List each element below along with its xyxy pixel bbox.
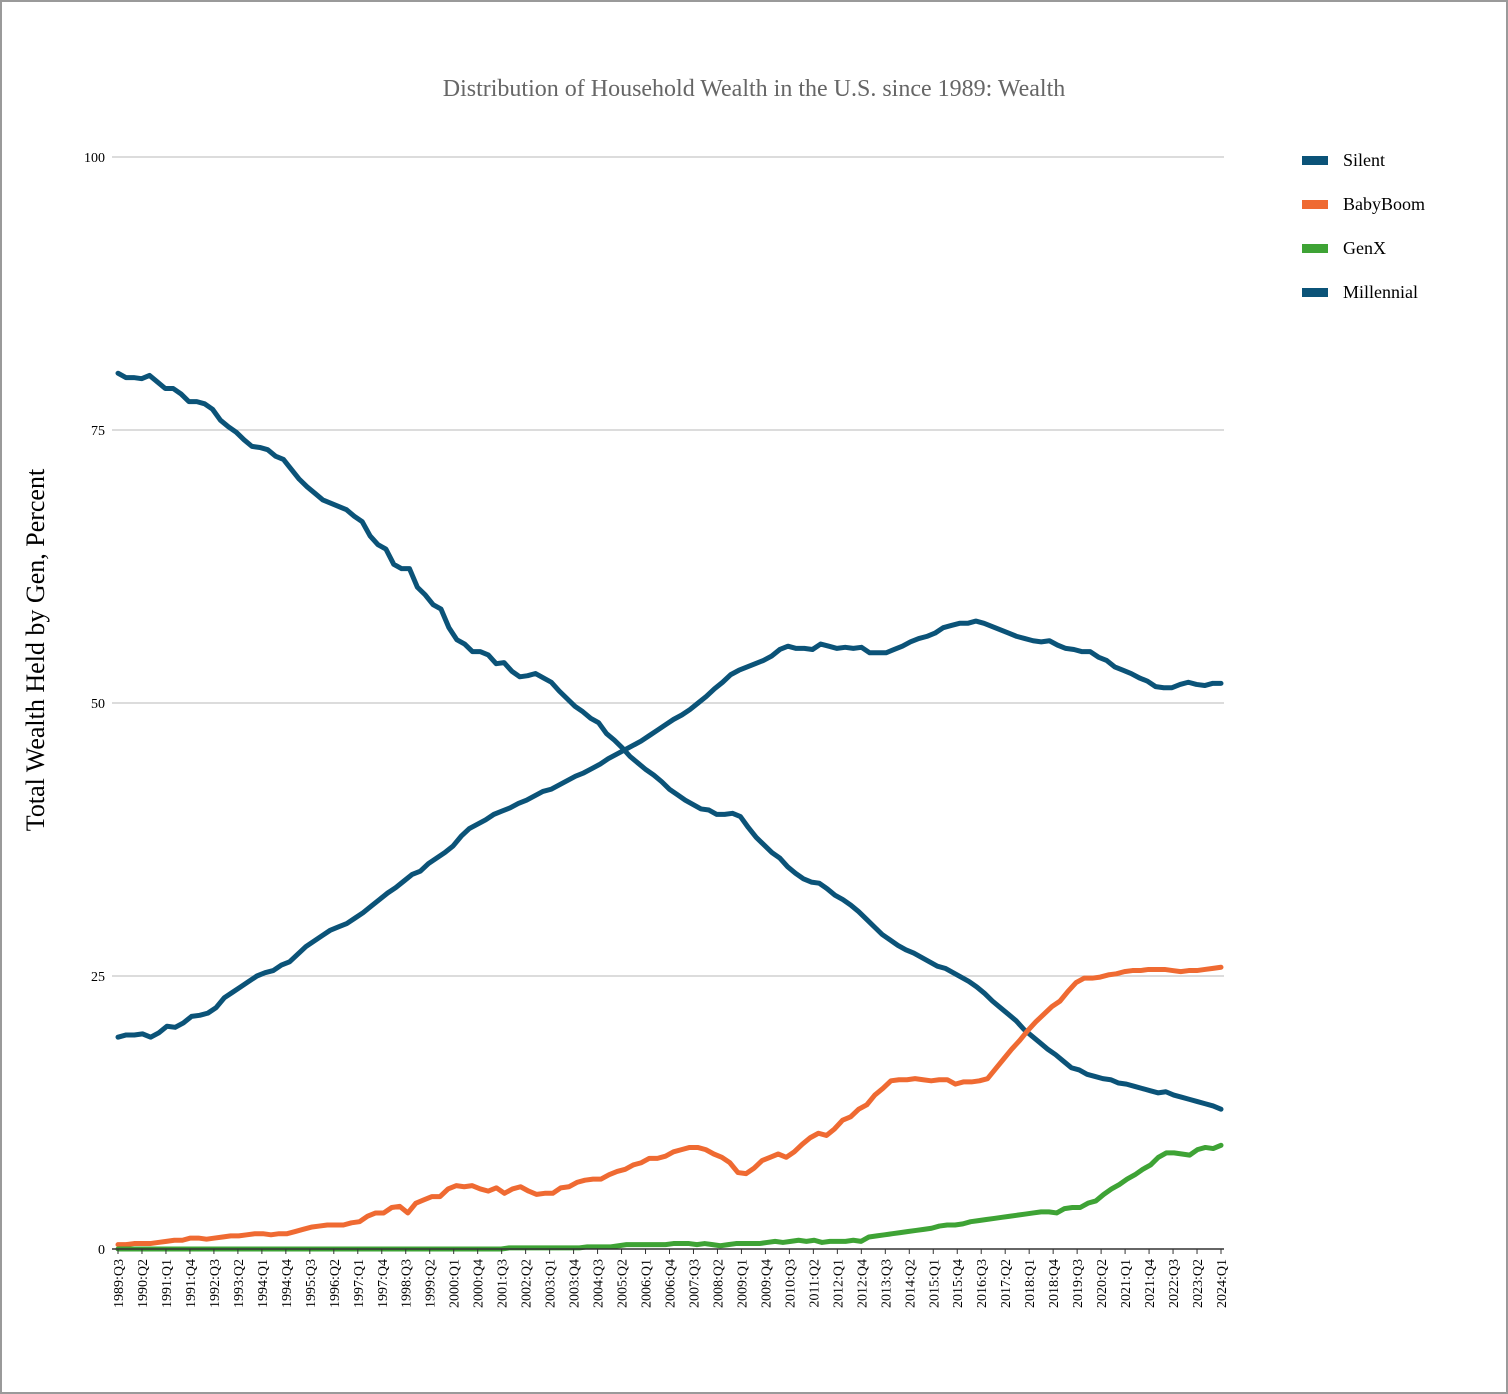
x-tick-label: 1994:Q4 (280, 1259, 295, 1308)
x-tick-label: 2006:Q4 (664, 1259, 679, 1308)
legend-swatch-millennial (1302, 288, 1328, 297)
legend-label-genx: GenX (1343, 238, 1386, 258)
x-tick-label: 1989:Q3 (112, 1259, 127, 1308)
y-tick-label: 25 (91, 970, 105, 985)
x-tick-label: 2000:Q4 (472, 1259, 487, 1308)
x-tick-label: 1999:Q2 (424, 1259, 439, 1308)
legend-swatch-genx (1302, 244, 1328, 253)
y-tick-label: 50 (91, 697, 105, 712)
x-tick-label: 1996:Q2 (328, 1259, 343, 1308)
series-line-babyboom (115, 964, 1224, 1248)
x-tick-label: 2000:Q1 (448, 1259, 463, 1308)
x-tick-label: 2018:Q1 (1023, 1259, 1038, 1308)
x-tick-label: 1993:Q2 (232, 1259, 247, 1308)
y-axis-ticks: 0 25 50 75 100 (84, 151, 105, 1258)
x-tick-label: 2003:Q4 (568, 1259, 583, 1308)
x-tick-label: 2007:Q3 (687, 1259, 702, 1308)
x-tick-label: 2016:Q3 (975, 1259, 990, 1308)
x-tick-label: 2014:Q2 (903, 1259, 918, 1308)
x-tick-label: 2002:Q2 (520, 1259, 535, 1308)
x-tick-label: 2009:Q1 (735, 1259, 750, 1308)
legend: Silent BabyBoom GenX Millennial (1302, 150, 1425, 302)
x-tick-label: 2012:Q1 (831, 1259, 846, 1308)
x-tick-label: 2006:Q1 (640, 1259, 655, 1308)
x-tick-label: 1997:Q1 (352, 1259, 367, 1308)
legend-swatch-babyboom (1302, 200, 1328, 209)
x-tick-label: 2021:Q1 (1119, 1259, 1134, 1308)
x-tick-label: 2004:Q3 (592, 1259, 607, 1308)
x-tick-label: 2023:Q2 (1191, 1259, 1206, 1308)
x-tick-label: 2012:Q4 (855, 1259, 870, 1308)
legend-label-millennial: Millennial (1343, 282, 1418, 302)
x-tick-label: 2015:Q4 (951, 1259, 966, 1308)
x-tick-label: 2015:Q1 (927, 1259, 942, 1308)
series-line-millennial (115, 618, 1224, 1040)
y-axis-label: Total Wealth Held by Gen, Percent (21, 468, 50, 831)
series-lines (115, 370, 1224, 1252)
y-tick-label: 0 (98, 1243, 105, 1258)
x-tick-label: 2017:Q2 (999, 1259, 1014, 1308)
x-tick-label: 1991:Q4 (184, 1259, 199, 1308)
chart-title: Distribution of Household Wealth in the … (443, 76, 1066, 102)
x-tick-label: 1992:Q3 (208, 1259, 223, 1308)
x-tick-label: 2021:Q4 (1143, 1259, 1158, 1308)
series-line-silent (115, 370, 1224, 1112)
x-tick-label: 2022:Q3 (1167, 1259, 1182, 1308)
x-tick-label: 2003:Q1 (544, 1259, 559, 1308)
x-tick-label: 2001:Q3 (496, 1259, 511, 1308)
grid-lines (112, 156, 1224, 977)
x-tick-label: 1991:Q1 (160, 1259, 175, 1308)
x-tick-label: 2018:Q4 (1047, 1259, 1062, 1308)
x-tick-label: 2024:Q1 (1215, 1259, 1230, 1308)
x-tick-label: 2011:Q2 (807, 1259, 822, 1307)
x-tick-label: 1997:Q4 (376, 1259, 391, 1308)
x-tick-label: 1990:Q2 (136, 1259, 151, 1308)
legend-label-silent: Silent (1343, 150, 1385, 170)
x-tick-label: 2009:Q4 (759, 1259, 774, 1308)
x-tick-label: 2005:Q2 (616, 1259, 631, 1308)
x-tick-label: 2013:Q3 (879, 1259, 894, 1308)
x-tick-label: 2008:Q2 (711, 1259, 726, 1308)
x-tick-label: 1995:Q3 (304, 1259, 319, 1308)
legend-swatch-silent (1302, 156, 1328, 165)
y-tick-label: 100 (84, 151, 105, 166)
x-tick-label: 2019:Q3 (1071, 1259, 1086, 1308)
x-axis-ticks: 1989:Q3 1990:Q2 1991:Q1 1991:Q4 1992:Q3 1993:… (112, 1249, 1230, 1308)
legend-label-babyboom: BabyBoom (1343, 194, 1425, 214)
x-tick-label: 1994:Q1 (256, 1259, 271, 1308)
x-tick-label: 2020:Q2 (1095, 1259, 1110, 1308)
x-tick-label: 2010:Q3 (783, 1259, 798, 1308)
x-tick-label: 1998:Q3 (400, 1259, 415, 1308)
y-tick-label: 75 (91, 424, 105, 439)
